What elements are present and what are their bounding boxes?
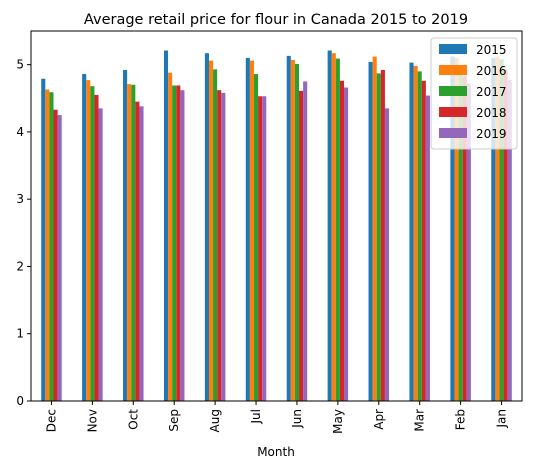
y-tick-label: 3 [16, 192, 24, 206]
bar-2015-dec [41, 79, 45, 401]
x-tick-label: Jun [290, 409, 304, 429]
bar-2015-aug [205, 53, 209, 401]
x-axis-label: Month [257, 445, 295, 459]
x-tick-label: Nov [85, 409, 99, 432]
bar-2019-jul [262, 96, 266, 401]
bar-2015-nov [82, 74, 86, 401]
bar-2016-may [332, 53, 336, 401]
bar-2015-sep [164, 51, 168, 401]
bar-2015-jul [246, 58, 250, 401]
bar-2018-jun [299, 91, 303, 401]
bar-2017-sep [172, 85, 176, 401]
y-tick-label: 5 [16, 58, 24, 72]
y-tick-label: 4 [16, 125, 24, 139]
bar-2018-nov [94, 95, 98, 401]
x-tick-label: Jul [249, 409, 263, 424]
x-tick-label: Apr [372, 409, 386, 430]
bar-2017-oct [131, 85, 135, 401]
bar-2015-oct [123, 70, 127, 401]
legend-swatch-2019 [439, 128, 467, 138]
bar-2018-dec [54, 110, 58, 401]
bar-2019-jun [303, 81, 307, 401]
bar-2019-may [344, 88, 348, 401]
chart-title: Average retail price for flour in Canada… [84, 12, 468, 28]
bar-2017-jun [295, 64, 299, 401]
bar-2018-apr [381, 70, 385, 401]
bar-2017-dec [49, 92, 53, 401]
bar-2016-jun [291, 60, 295, 401]
legend-swatch-2017 [439, 86, 467, 96]
bar-2019-aug [221, 93, 225, 401]
bar-2018-sep [176, 85, 180, 401]
bar-2017-jul [254, 74, 258, 401]
bar-2019-mar [426, 96, 430, 401]
y-tick-label: 2 [16, 259, 24, 273]
y-axis: 0 1 2 3 4 5 [16, 58, 31, 408]
bar-2016-sep [168, 73, 172, 401]
x-tick-label: May [331, 409, 345, 434]
bar-2017-aug [213, 69, 217, 401]
bar-2018-mar [422, 81, 426, 401]
bar-2017-apr [377, 73, 381, 401]
bar-2016-apr [373, 57, 377, 401]
bar-2016-dec [45, 90, 49, 401]
x-tick-label: Dec [44, 409, 58, 432]
bar-2019-dec [58, 115, 62, 401]
bar-2018-jul [258, 96, 262, 401]
legend-swatch-2016 [439, 65, 467, 75]
bar-2017-nov [90, 86, 94, 401]
bar-2017-mar [418, 71, 422, 401]
legend-label: 2019 [476, 127, 507, 141]
bar-2016-mar [414, 66, 418, 401]
x-tick-label: Mar [413, 409, 427, 432]
y-tick-label: 1 [16, 327, 24, 341]
bar-2018-aug [217, 90, 221, 401]
bar-2016-aug [209, 61, 213, 401]
legend-swatch-2018 [439, 107, 467, 117]
legend-label: 2018 [476, 106, 507, 120]
bar-2015-mar [409, 63, 413, 401]
legend-label: 2017 [476, 85, 507, 99]
bar-2015-apr [369, 62, 373, 401]
bar-2018-oct [135, 102, 139, 401]
legend-label: 2015 [476, 43, 507, 57]
bar-2015-may [328, 51, 332, 401]
bar-2019-oct [139, 106, 143, 401]
bar-2019-nov [99, 108, 103, 401]
bar-2019-apr [385, 108, 389, 401]
bar-2016-oct [127, 84, 131, 401]
bar-2016-nov [86, 80, 90, 401]
x-tick-label: Jan [495, 409, 509, 429]
bar-2019-sep [180, 90, 184, 401]
legend: 2015 2016 2017 2018 2019 [431, 38, 517, 149]
x-tick-label: Feb [454, 409, 468, 430]
legend-label: 2016 [476, 64, 507, 78]
bar-2017-may [336, 59, 340, 401]
legend-swatch-2015 [439, 44, 467, 54]
x-tick-label: Sep [167, 409, 181, 432]
x-tick-label: Aug [208, 409, 222, 432]
bar-2016-jul [250, 61, 254, 401]
bar-2018-may [340, 81, 344, 401]
y-tick-label: 0 [16, 394, 24, 408]
bar-2015-jun [287, 56, 291, 401]
x-axis: Dec Nov Oct Sep Aug Jul Jun May Apr Mar Feb Jan [44, 401, 508, 434]
x-tick-label: Oct [126, 409, 140, 430]
